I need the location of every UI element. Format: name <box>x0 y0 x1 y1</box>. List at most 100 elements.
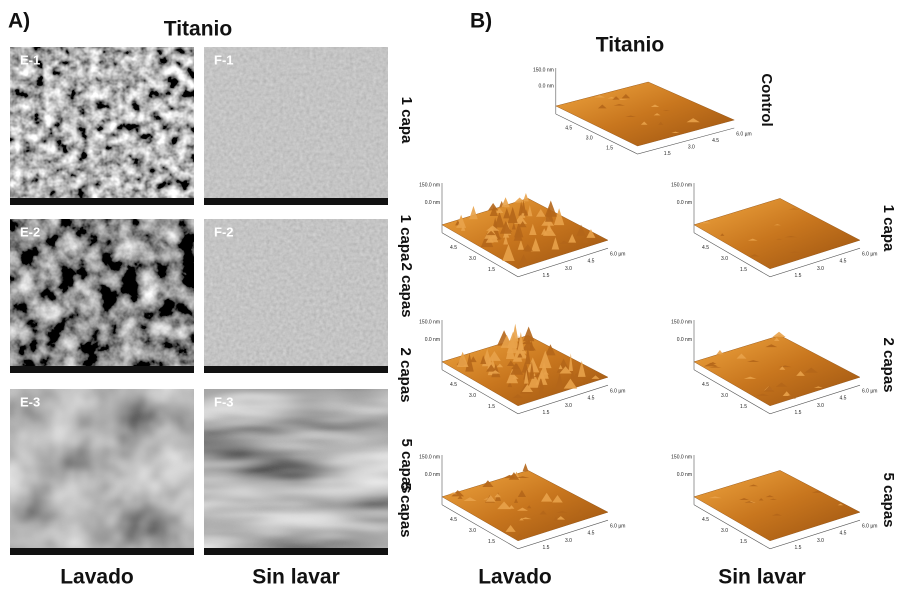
column-label: Sin lavar <box>252 566 340 589</box>
sem-label: E-3 <box>20 394 40 409</box>
x-label: 4.5 <box>588 259 595 265</box>
row-label: 1 capa <box>398 97 415 144</box>
sem-texture <box>10 389 194 548</box>
sem-info-bar <box>204 548 388 555</box>
control-label: Control <box>758 73 775 126</box>
x-label: 3.0 <box>565 403 572 409</box>
row-label: 1 capa <box>397 215 414 262</box>
afm-surface <box>694 198 860 268</box>
y-label: 1.5 <box>488 539 495 545</box>
z-label: 150.0 nm <box>671 454 692 460</box>
afm-plot: 150.0 nm0.0 nm4.53.01.51.53.04.56.0 µm <box>419 454 625 551</box>
x-label: 4.5 <box>840 531 847 537</box>
sem-texture <box>204 47 388 198</box>
row-label: 5 capas <box>880 472 897 527</box>
x-label: 1.5 <box>664 151 671 157</box>
y-label: 3.0 <box>469 256 476 262</box>
sem-info-bar <box>204 366 388 373</box>
x-label: 4.5 <box>840 396 847 402</box>
y-label: 1.5 <box>740 539 747 545</box>
y-label: 4.5 <box>450 382 457 388</box>
row-label: 1 capa <box>880 205 897 252</box>
row-label: 5 capas <box>397 482 414 537</box>
y-label: 4.5 <box>702 382 709 388</box>
x-label: 6.0 µm <box>862 389 877 395</box>
sem-texture <box>10 219 194 366</box>
y-label: 1.5 <box>488 267 495 273</box>
x-label: 3.0 <box>565 538 572 544</box>
y-label: 1.5 <box>740 404 747 410</box>
z-label: 0.0 nm <box>677 200 692 206</box>
afm-surface <box>442 470 608 540</box>
x-label: 3.0 <box>817 538 824 544</box>
sem-image: F-2 <box>204 219 388 373</box>
sem-info-bar <box>204 198 388 205</box>
z-label: 150.0 nm <box>419 319 440 325</box>
row-label: 2 capas <box>880 337 897 392</box>
x-label: 4.5 <box>840 259 847 265</box>
afm-plot: 150.0 nm0.0 nm4.53.01.51.53.04.56.0 µm <box>419 182 625 279</box>
x-label: 4.5 <box>588 531 595 537</box>
y-label: 4.5 <box>702 517 709 523</box>
afm-surface <box>556 82 734 146</box>
z-label: 150.0 nm <box>419 454 440 460</box>
afm-plot: 150.0 nm0.0 nm4.53.01.51.53.04.56.0 µm <box>671 319 877 416</box>
x-label: 6.0 µm <box>862 524 877 530</box>
sem-label: E-1 <box>20 52 40 67</box>
row-label: 2 capas <box>398 262 415 317</box>
sem-image: E-3 <box>10 389 194 555</box>
sem-image: F-3 <box>204 389 388 555</box>
row-label: 2 capas <box>397 347 414 402</box>
y-label: 4.5 <box>702 245 709 251</box>
z-label: 0.0 nm <box>677 337 692 343</box>
z-label: 150.0 nm <box>671 182 692 188</box>
y-label: 3.0 <box>721 528 728 534</box>
y-label: 4.5 <box>450 245 457 251</box>
afm-peak <box>717 350 724 354</box>
afm-peak <box>772 332 785 337</box>
y-label: 1.5 <box>488 404 495 410</box>
x-label: 3.0 <box>817 403 824 409</box>
z-label: 0.0 nm <box>425 472 440 478</box>
y-label: 3.0 <box>469 393 476 399</box>
x-label: 1.5 <box>795 410 802 416</box>
sem-label: F-2 <box>214 224 234 239</box>
x-label: 3.0 <box>565 266 572 272</box>
x-label: 1.5 <box>795 273 802 279</box>
column-label: Lavado <box>60 566 134 589</box>
sem-texture <box>10 47 194 198</box>
y-label: 1.5 <box>606 145 613 151</box>
sem-image: E-1 <box>10 47 194 205</box>
afm-surface <box>694 335 860 405</box>
column-label: Sin lavar <box>718 566 806 589</box>
sem-info-bar <box>10 366 194 373</box>
x-label: 6.0 µm <box>610 252 625 258</box>
figure: A)TitanioE-1F-1E-2F-2E-3F-31 capa2 capas… <box>0 0 903 591</box>
afm-peak <box>501 197 509 207</box>
afm-plot: 150.0 nm 0.0 nm 4.5 3.0 1.5 1.5 3.0 4.5 6.0 µm <box>419 319 625 416</box>
x-label: 4.5 <box>712 138 719 144</box>
x-label: 1.5 <box>543 410 550 416</box>
sem-label: F-3 <box>214 394 234 409</box>
afm-peak <box>523 193 529 201</box>
x-label: 6.0 µm <box>862 252 877 258</box>
y-label: 3.0 <box>469 528 476 534</box>
x-label: 6.0 µm <box>736 131 751 137</box>
z-label: 150.0 nm <box>533 67 554 73</box>
x-label: 6.0 µm <box>610 389 625 395</box>
afm-plot: 150.0 nm0.0 nm4.53.01.51.53.04.56.0 µm <box>533 67 752 157</box>
x-label: 1.5 <box>795 545 802 551</box>
y-label: 4.5 <box>450 517 457 523</box>
sem-texture <box>204 389 388 548</box>
y-label: 1.5 <box>740 267 747 273</box>
panel-label: B) <box>470 10 492 33</box>
x-label: 6.0 µm <box>610 524 625 530</box>
x-label: 4.5 <box>588 396 595 402</box>
sem-label: E-2 <box>20 224 40 239</box>
z-label: 0.0 nm <box>425 337 440 343</box>
afm-plot: 150.0 nm0.0 nm4.53.01.51.53.04.56.0 µm <box>671 182 877 279</box>
sem-info-bar <box>10 198 194 205</box>
y-label: 3.0 <box>721 256 728 262</box>
panel-title: Titanio <box>596 34 664 57</box>
x-label: 1.5 <box>543 273 550 279</box>
